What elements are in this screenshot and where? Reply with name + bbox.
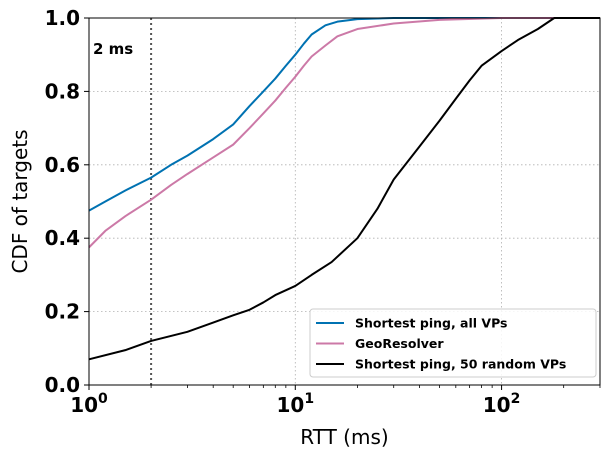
y-axis-title: CDF of targets xyxy=(8,129,32,273)
series-line-2 xyxy=(88,17,600,361)
y-tick-label: 0.6 xyxy=(45,153,80,177)
legend-label-1: GeoResolver xyxy=(355,336,444,351)
plot-frame xyxy=(88,17,601,386)
y-tick-label: 0.0 xyxy=(45,373,80,397)
y-tick-label: 0.2 xyxy=(45,300,80,324)
vline-label: 2 ms xyxy=(93,40,133,58)
y-tick-label: 0.8 xyxy=(45,79,80,103)
series-group xyxy=(88,17,600,361)
legend: Shortest ping, all VPs GeoResolver Shortes… xyxy=(309,308,597,378)
y-tick-label: 0.4 xyxy=(45,226,80,250)
x-tick-label: 101 xyxy=(276,391,314,417)
series-line-0 xyxy=(88,17,600,212)
x-tick-label: 102 xyxy=(483,391,521,417)
y-tick-label: 1.0 xyxy=(45,6,80,30)
legend-label-0: Shortest ping, all VPs xyxy=(355,316,507,331)
legend-box xyxy=(309,308,597,378)
legend-label-2: Shortest ping, 50 random VPs xyxy=(355,357,566,372)
x-tick-label: 100 xyxy=(70,391,108,417)
series-line-1 xyxy=(88,17,600,249)
axis-ticks: 0.0 0.2 0.4 0.6 0.8 1.0 100 101 102 xyxy=(45,6,601,417)
x-axis-title: RTT (ms) xyxy=(300,425,388,449)
